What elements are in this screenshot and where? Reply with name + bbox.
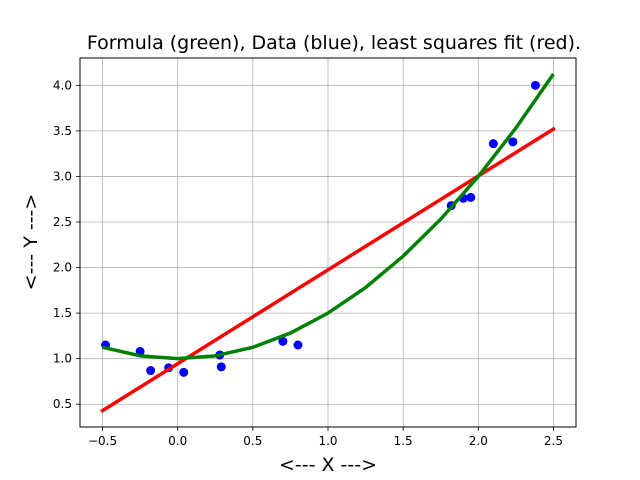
data-point xyxy=(488,139,498,149)
x-axis-label: <--- X ---> xyxy=(279,454,377,476)
plot-area xyxy=(100,72,556,414)
chart-title: Formula (green), Data (blue), least squa… xyxy=(87,32,581,54)
x-tick-label: 0.0 xyxy=(168,434,187,448)
data-point xyxy=(146,366,156,376)
data-point xyxy=(466,192,476,202)
x-axis-ticks: −0.5 0.0 0.5 1.0 1.5 2.0 2.5 xyxy=(88,427,563,448)
y-axis-ticks: 0.5 1.0 1.5 2.0 2.5 3.0 3.5 4.0 xyxy=(53,78,80,411)
x-tick-label: 0.5 xyxy=(243,434,262,448)
y-tick-label: 1.5 xyxy=(53,306,72,320)
x-tick-label: 2.0 xyxy=(469,434,488,448)
y-tick-label: 3.0 xyxy=(53,169,72,183)
data-point xyxy=(278,336,288,346)
grid xyxy=(80,58,576,427)
y-tick-label: 4.0 xyxy=(53,78,72,92)
data-point xyxy=(293,340,303,350)
formula-curve xyxy=(102,72,555,361)
y-tick-label: 1.0 xyxy=(53,352,72,366)
data-point xyxy=(508,137,518,147)
data-point xyxy=(179,367,189,377)
x-tick-label: 1.5 xyxy=(394,434,413,448)
y-tick-label: 2.5 xyxy=(53,215,72,229)
y-tick-label: 0.5 xyxy=(53,397,72,411)
x-tick-label: −0.5 xyxy=(88,434,117,448)
y-axis-label: <--- Y ---> xyxy=(20,194,42,291)
x-tick-label: 1.0 xyxy=(318,434,337,448)
data-point xyxy=(530,80,540,90)
data-point xyxy=(216,362,226,372)
x-tick-label: 2.5 xyxy=(544,434,563,448)
y-tick-label: 2.0 xyxy=(53,261,72,275)
y-tick-label: 3.5 xyxy=(53,124,72,138)
